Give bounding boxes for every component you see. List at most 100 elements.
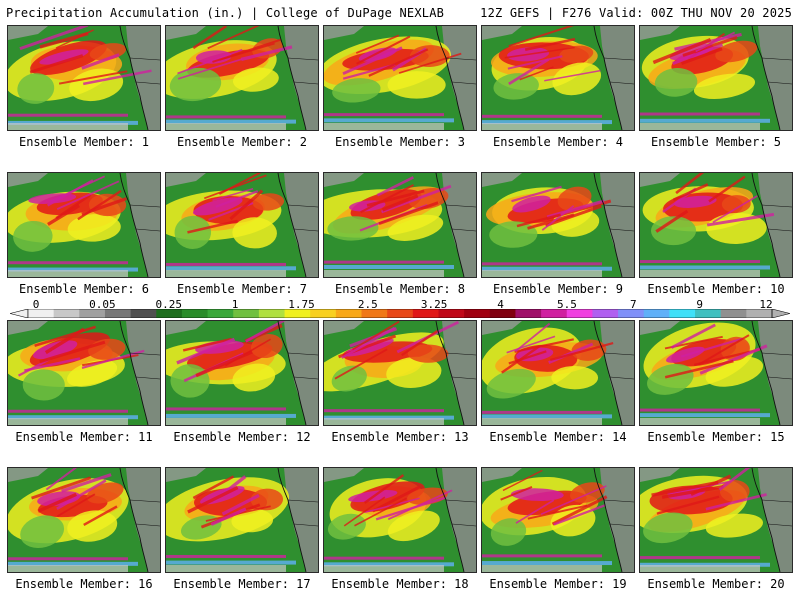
precip-map	[323, 25, 477, 131]
ensemble-member-label: Ensemble Member: 13	[331, 430, 469, 444]
ensemble-member-panel: Ensemble Member: 16	[7, 467, 161, 591]
colorbar-tick-label: 4	[497, 298, 504, 311]
ensemble-member-label: Ensemble Member: 11	[15, 430, 153, 444]
colorbar-tick-label: 2.5	[357, 298, 378, 311]
colorbar-swatch	[53, 309, 80, 318]
colorbar-swatch	[335, 309, 363, 318]
precip-map	[165, 467, 319, 573]
colorbar-swatch	[181, 309, 209, 318]
precip-map-graphic	[640, 26, 792, 130]
precip-map	[639, 25, 793, 131]
precip-map-graphic	[324, 321, 476, 425]
ensemble-member-panel: Ensemble Member: 15	[639, 320, 793, 444]
precip-map	[639, 467, 793, 573]
colorbar-swatch	[207, 309, 234, 318]
precip-map	[7, 467, 161, 573]
ensemble-member-panel: Ensemble Member: 14	[481, 320, 635, 444]
precip-map	[7, 320, 161, 426]
ensemble-member-label: Ensemble Member: 5	[650, 135, 782, 149]
ensemble-member-label: Ensemble Member: 3	[334, 135, 466, 149]
colorbar-swatch	[284, 309, 311, 318]
ensemble-member-label: Ensemble Member: 15	[647, 430, 785, 444]
ensemble-member-panel: Ensemble Member: 19	[481, 467, 635, 591]
precip-map-graphic	[324, 468, 476, 572]
precip-map-graphic	[482, 321, 634, 425]
colorbar-min-arrow	[10, 309, 29, 318]
colorbar-swatch	[28, 309, 55, 318]
ensemble-member-label: Ensemble Member: 19	[489, 577, 627, 591]
colorbar-swatch	[130, 309, 157, 318]
colorbar-swatch	[258, 309, 286, 318]
colorbar-tick-label: 3.25	[420, 298, 448, 311]
chart-title: Precipitation Accumulation (in.) | Colle…	[6, 6, 445, 20]
precip-map	[323, 320, 477, 426]
ensemble-member-panel: Ensemble Member: 12	[165, 320, 319, 444]
colorbar-swatch	[566, 309, 593, 318]
ensemble-member-panel: Ensemble Member: 11	[7, 320, 161, 444]
precip-map	[481, 172, 635, 278]
colorbar-swatch	[233, 309, 260, 318]
ensemble-member-label: Ensemble Member: 20	[647, 577, 785, 591]
ensemble-member-panel: Ensemble Member: 5	[639, 25, 793, 149]
ensemble-member-label: Ensemble Member: 12	[173, 430, 311, 444]
colorbar-tick-label: 7	[629, 298, 637, 311]
colorbar-swatch	[387, 309, 414, 318]
colorbar-swatch	[79, 309, 106, 318]
colorbar-swatch	[669, 309, 696, 318]
colorbar-swatch	[438, 309, 465, 318]
colorbar-swatch	[361, 309, 388, 318]
ensemble-member-label: Ensemble Member: 1	[18, 135, 150, 149]
precip-map	[165, 172, 319, 278]
colorbar-swatch	[720, 309, 747, 318]
ensemble-member-panel: Ensemble Member: 3	[323, 25, 477, 149]
colorbar-swatch	[515, 309, 542, 318]
ensemble-member-label: Ensemble Member: 14	[489, 430, 627, 444]
precip-map-graphic	[640, 173, 792, 277]
precip-map	[639, 172, 793, 278]
ensemble-member-panel: Ensemble Member: 8	[323, 172, 477, 296]
precip-map	[481, 25, 635, 131]
ensemble-member-label: Ensemble Member: 10	[647, 282, 785, 296]
precip-map	[165, 320, 319, 426]
ensemble-member-label: Ensemble Member: 6	[18, 282, 150, 296]
precip-map-graphic	[8, 173, 160, 277]
colorbar-tick-label: 9	[696, 298, 703, 311]
precip-map-graphic	[324, 173, 476, 277]
colorbar-tick-label: 0.25	[155, 298, 182, 311]
ensemble-member-label: Ensemble Member: 4	[492, 135, 624, 149]
colorbar-swatch	[489, 309, 516, 318]
colorbar-tick-label: 5.5	[556, 298, 577, 311]
colorbar-swatch	[156, 309, 183, 318]
precip-map-graphic	[166, 468, 318, 572]
ensemble-member-panel: Ensemble Member: 13	[323, 320, 477, 444]
colorbar-tick-label: 0	[32, 298, 40, 311]
precip-map-graphic	[8, 468, 160, 572]
ensemble-member-panel: Ensemble Member: 1	[7, 25, 161, 149]
precip-map-graphic	[482, 26, 634, 130]
colorbar-tick-label: 12	[759, 298, 773, 311]
precip-map-graphic	[8, 321, 160, 425]
colorbar-swatch	[618, 309, 645, 318]
precip-map	[323, 172, 477, 278]
colorbar-swatch	[643, 309, 670, 318]
colorbar-swatch	[464, 309, 491, 318]
run-info: 12Z GEFS | F276 Valid: 00Z THU NOV 20 20…	[480, 6, 792, 20]
precip-map-graphic	[8, 26, 160, 130]
colorbar-swatch	[541, 309, 568, 318]
ensemble-member-panel: Ensemble Member: 4	[481, 25, 635, 149]
colorbar-tick-label: 1	[231, 298, 239, 311]
colorbar-max-arrow	[771, 309, 790, 318]
colorbar-swatch	[746, 309, 773, 318]
ensemble-member-panel: Ensemble Member: 7	[165, 172, 319, 296]
colorbar-outline	[27, 309, 773, 318]
precip-map	[7, 172, 161, 278]
precip-map-graphic	[166, 26, 318, 130]
colorbar-swatch	[592, 309, 619, 318]
precip-map-graphic	[482, 468, 634, 572]
ensemble-member-panel: Ensemble Member: 9	[481, 172, 635, 296]
precip-map	[481, 320, 635, 426]
colorbar: 0 0.05 0.25 1 1.75 2.5 3.25 4 5.5 7 9 12	[10, 298, 790, 318]
ensemble-member-panel: Ensemble Member: 2	[165, 25, 319, 149]
colorbar-ticks: 0 0.05 0.25 1 1.75 2.5 3.25 4 5.5 7 9 12	[10, 298, 790, 311]
